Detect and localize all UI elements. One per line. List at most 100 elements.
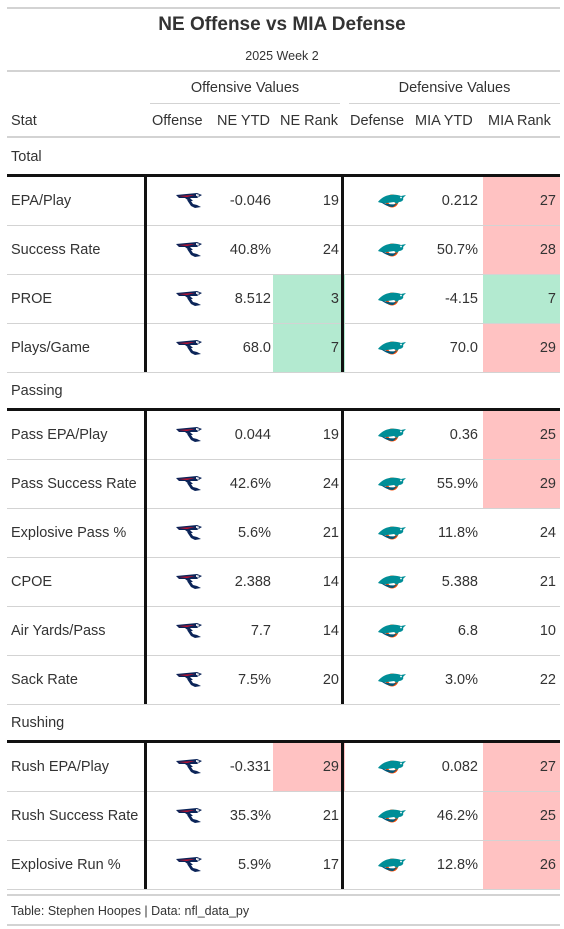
mia-ytd-value: 55.9% xyxy=(436,476,478,492)
column-header-defense: Defense xyxy=(350,113,405,129)
mia-ytd-value: 0.212 xyxy=(441,193,478,209)
ne-rank-value: 19 xyxy=(322,193,339,209)
mia-rank-value: 28 xyxy=(483,226,560,274)
ne-rank-value: 21 xyxy=(322,808,339,824)
patriots-logo-icon xyxy=(175,226,205,274)
mia-ytd-value: 50.7% xyxy=(436,242,478,258)
patriots-logo-icon xyxy=(175,841,205,889)
row-divider xyxy=(7,508,560,509)
stat-label: Pass Success Rate xyxy=(11,476,137,492)
patriots-logo-icon xyxy=(175,656,205,704)
ne-rank-value: 19 xyxy=(322,427,339,443)
ne-ytd-value: 7.7 xyxy=(250,623,271,639)
row-divider xyxy=(7,225,560,226)
stat-label: PROE xyxy=(11,291,53,307)
column-header-stat: Stat xyxy=(11,113,37,129)
table-row: Air Yards/Pass 7.7 14 6.8 10 xyxy=(7,607,560,656)
dolphins-logo-icon xyxy=(377,607,409,655)
patriots-logo-icon xyxy=(175,411,205,459)
dolphins-logo-icon xyxy=(377,460,409,508)
dolphins-logo-icon xyxy=(377,411,409,459)
mia-ytd-value: 46.2% xyxy=(436,808,478,824)
stat-label: CPOE xyxy=(11,574,53,590)
offense-column-border xyxy=(144,743,147,889)
dolphins-logo-icon xyxy=(377,656,409,704)
mia-ytd-value: 70.0 xyxy=(449,340,478,356)
table-row: Rush Success Rate 35.3% 21 46.2% 25 xyxy=(7,792,560,841)
bottom-rule xyxy=(7,894,560,896)
row-divider xyxy=(7,840,560,841)
offense-column-border xyxy=(144,411,147,704)
mia-rank-value: 29 xyxy=(483,460,560,508)
ne-ytd-value: 2.388 xyxy=(234,574,271,590)
stat-label: Plays/Game xyxy=(11,340,90,356)
stat-label: Explosive Run % xyxy=(11,857,121,873)
column-header-mia-ytd: MIA YTD xyxy=(415,113,473,129)
source-note: Table: Stephen Hoopes | Data: nfl_data_p… xyxy=(11,904,250,918)
ne-rank-value: 24 xyxy=(322,242,339,258)
mia-rank-value: 10 xyxy=(539,623,556,639)
defense-column-border xyxy=(341,411,344,704)
patriots-logo-icon xyxy=(175,792,205,840)
defense-column-border xyxy=(341,177,344,372)
table-row: Sack Rate 7.5% 20 3.0% 22 xyxy=(7,656,560,705)
mia-rank-value: 27 xyxy=(483,743,560,791)
row-divider xyxy=(7,372,560,373)
dolphins-logo-icon xyxy=(377,841,409,889)
mia-rank-value: 25 xyxy=(483,411,560,459)
mia-rank-value: 21 xyxy=(539,574,556,590)
table-row: Success Rate 40.8% 24 50.7% 28 xyxy=(7,226,560,275)
dolphins-logo-icon xyxy=(377,792,409,840)
dolphins-logo-icon xyxy=(377,509,409,557)
ne-ytd-value: 5.6% xyxy=(237,525,271,541)
stat-label: EPA/Play xyxy=(11,193,72,209)
mia-ytd-value: 0.36 xyxy=(449,427,478,443)
patriots-logo-icon xyxy=(175,607,205,655)
group-divider xyxy=(7,740,560,743)
ne-ytd-value: 40.8% xyxy=(229,242,271,258)
table-row: EPA/Play -0.046 19 0.212 27 xyxy=(7,177,560,226)
stat-label: Success Rate xyxy=(11,242,101,258)
spanner-offensive-values: Offensive Values xyxy=(190,80,300,96)
group-label-passing: Passing xyxy=(11,383,63,399)
column-header-ne-ytd: NE YTD xyxy=(217,113,270,129)
ne-ytd-value: 8.512 xyxy=(234,291,271,307)
mia-rank-value: 25 xyxy=(483,792,560,840)
row-divider xyxy=(7,557,560,558)
ne-rank-value: 20 xyxy=(322,672,339,688)
table-row: Explosive Pass % 5.6% 21 11.8% 24 xyxy=(7,509,560,558)
header-rule xyxy=(7,70,560,72)
spanner-offensive-line xyxy=(150,103,340,104)
table-subtitle: 2025 Week 2 xyxy=(245,49,319,63)
footer-rule xyxy=(7,924,560,926)
spanner-defensive-values: Defensive Values xyxy=(398,80,511,96)
mia-ytd-value: 12.8% xyxy=(436,857,478,873)
group-divider xyxy=(7,174,560,177)
ne-ytd-value: -0.331 xyxy=(229,759,271,775)
top-rule xyxy=(7,7,560,9)
group-divider xyxy=(7,408,560,411)
mia-ytd-value: 6.8 xyxy=(457,623,478,639)
ne-rank-value: 17 xyxy=(322,857,339,873)
patriots-logo-icon xyxy=(175,743,205,791)
mia-rank-value: 24 xyxy=(539,525,556,541)
ne-ytd-value: -0.046 xyxy=(229,193,271,209)
patriots-logo-icon xyxy=(175,558,205,606)
mia-rank-value: 26 xyxy=(483,841,560,889)
dolphins-logo-icon xyxy=(377,558,409,606)
mia-rank-value: 22 xyxy=(539,672,556,688)
ne-rank-value: 7 xyxy=(273,324,345,372)
dolphins-logo-icon xyxy=(377,226,409,274)
row-divider xyxy=(7,459,560,460)
column-header-offense: Offense xyxy=(152,113,203,129)
mia-ytd-value: 5.388 xyxy=(441,574,478,590)
group-label-total: Total xyxy=(11,149,42,165)
spanner-defensive-line xyxy=(349,103,560,104)
offense-column-border xyxy=(144,177,147,372)
ne-rank-value: 14 xyxy=(322,574,339,590)
patriots-logo-icon xyxy=(175,177,205,225)
dolphins-logo-icon xyxy=(377,275,409,323)
ne-rank-value: 14 xyxy=(322,623,339,639)
row-divider xyxy=(7,889,560,890)
